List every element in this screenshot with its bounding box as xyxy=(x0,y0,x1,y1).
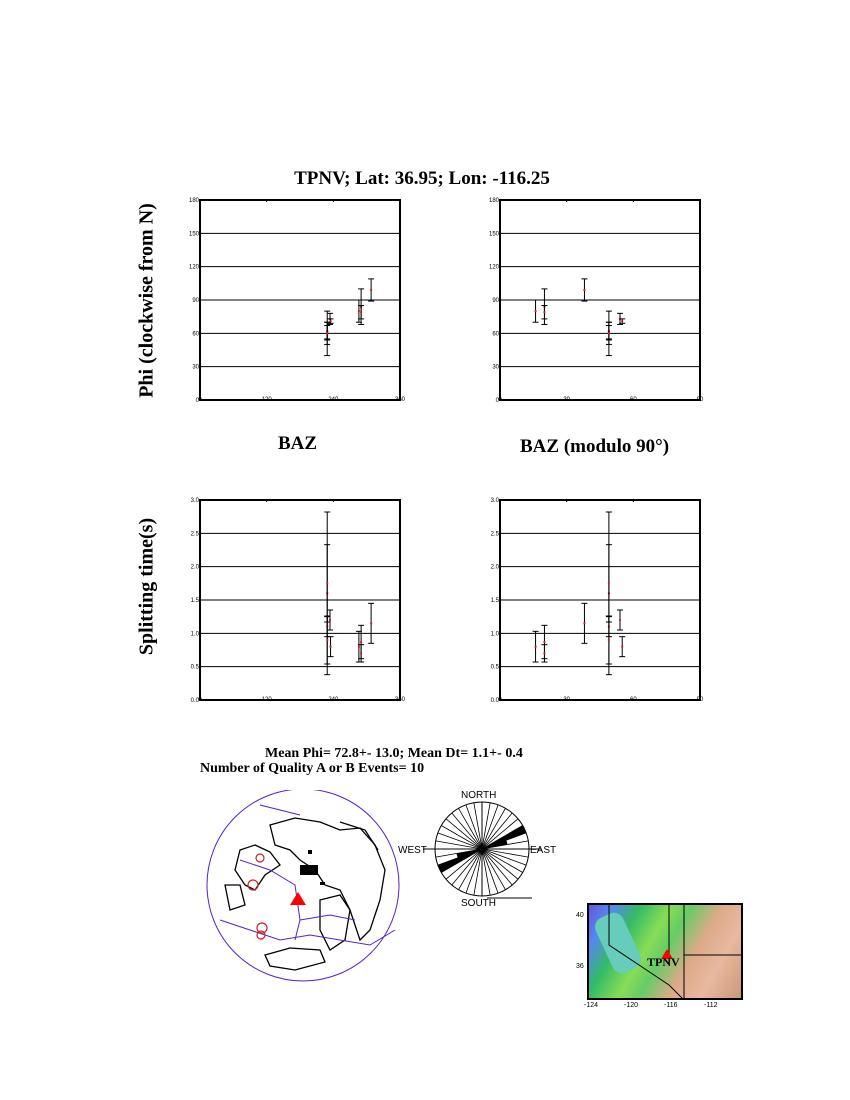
plot-dt_vs_baz: 0.00.51.01.52.02.53.00 120 240 360 xyxy=(191,498,406,704)
map-ytick: 40 xyxy=(576,912,584,919)
y-tick-label: 180 xyxy=(189,198,200,204)
map-ytick: 36 xyxy=(576,963,584,970)
data-point xyxy=(329,619,331,621)
plot-dt_vs_bazmod: 0.00.51.01.52.02.53.00 30 60 90 xyxy=(491,498,704,704)
y-tick-label: 0.0 xyxy=(191,698,200,704)
map-xtick: -112 xyxy=(704,1002,718,1009)
y-tick-label: 1.5 xyxy=(491,598,500,604)
y-tick-label: 0.5 xyxy=(191,665,200,671)
data-point xyxy=(543,652,546,655)
data-point xyxy=(621,645,624,648)
plot-frame xyxy=(199,199,401,401)
y-tick-label: 0.5 xyxy=(491,665,500,671)
data-point xyxy=(543,641,546,643)
y-tick-label: 60 xyxy=(492,331,499,337)
y-tick-label: 30 xyxy=(192,365,199,371)
rose-wedge xyxy=(482,840,508,849)
data-point xyxy=(534,310,537,313)
data-point xyxy=(534,645,537,648)
y-tick-label: 150 xyxy=(489,231,500,237)
y-tick-label: 3.0 xyxy=(491,498,500,504)
station-label: TPNV xyxy=(647,955,680,969)
data-point xyxy=(329,645,332,648)
rose-diagram xyxy=(423,801,541,899)
figure-title: TPNV; Lat: 36.95; Lon: -116.25 xyxy=(294,168,550,189)
y-tick-label: 60 xyxy=(192,331,199,337)
rose-north-label: NORTH xyxy=(461,790,497,801)
y-tick-label: 1.0 xyxy=(491,631,500,637)
data-point xyxy=(583,622,586,625)
station-triangle xyxy=(661,949,673,959)
y-tick-label: 1.5 xyxy=(191,598,200,604)
y-tick-label: 90 xyxy=(492,298,499,304)
map-xtick: -120 xyxy=(624,1002,639,1009)
data-point xyxy=(543,311,546,314)
y-tick-label: 3.0 xyxy=(191,498,200,504)
y-tick-label: 120 xyxy=(489,265,500,271)
data-point xyxy=(370,622,373,625)
mean-stats: Mean Phi= 72.8+- 13.0; Mean Dt= 1.1+- 0.… xyxy=(265,746,523,761)
y-tick-label: 2.0 xyxy=(191,565,200,571)
station-triangle xyxy=(290,892,306,905)
data-point xyxy=(607,332,610,335)
data-point xyxy=(357,310,360,313)
data-point xyxy=(619,619,621,621)
regional-relief-map: TPNV xyxy=(587,903,743,1000)
y-tick-label: 2.5 xyxy=(491,531,500,537)
plot-frame xyxy=(499,499,701,701)
rose-wedge xyxy=(456,849,482,858)
data-point xyxy=(607,639,610,641)
y-tick-label: 0 xyxy=(496,398,500,404)
baz-mod-label: BAZ (modulo 90°) xyxy=(520,436,670,457)
data-point xyxy=(370,289,373,291)
rose-west-label: WEST xyxy=(398,845,427,856)
data-point xyxy=(360,641,363,643)
y-tick-label: 90 xyxy=(192,298,199,304)
rose-wedge xyxy=(437,849,482,873)
y-tick-label: 0.0 xyxy=(491,698,500,704)
data-point xyxy=(326,639,329,641)
y-tick-label: 0 xyxy=(196,398,200,404)
data-point xyxy=(360,311,363,314)
y-tick-label: 1.0 xyxy=(191,631,200,637)
y-tick-label: 2.5 xyxy=(191,531,200,537)
map-xtick: -116 xyxy=(664,1002,678,1009)
y-tick-label: 150 xyxy=(189,231,200,237)
rose-south-label: SOUTH xyxy=(461,898,496,909)
event-count: Number of Quality A or B Events= 10 xyxy=(200,761,425,776)
data-point xyxy=(621,320,624,323)
data-point xyxy=(357,645,360,648)
map-xtick: -124 xyxy=(584,1002,599,1009)
data-point xyxy=(326,332,329,335)
event-globe-map xyxy=(206,790,400,982)
y-tick-label: 2.0 xyxy=(491,565,500,571)
data-point xyxy=(583,289,586,291)
rose-wedge xyxy=(482,825,527,849)
data-point xyxy=(329,320,332,323)
plot-frame xyxy=(499,199,701,401)
data-point xyxy=(326,582,329,585)
y-tick-label: 180 xyxy=(489,198,500,204)
baz-label: BAZ xyxy=(278,433,318,454)
y-tick-label: 120 xyxy=(189,265,200,271)
data-point xyxy=(607,582,610,585)
y-tick-label: 30 xyxy=(492,365,499,371)
data-point xyxy=(360,652,363,655)
rose-east-label: EAST xyxy=(530,845,557,856)
plot-frame xyxy=(199,499,401,701)
